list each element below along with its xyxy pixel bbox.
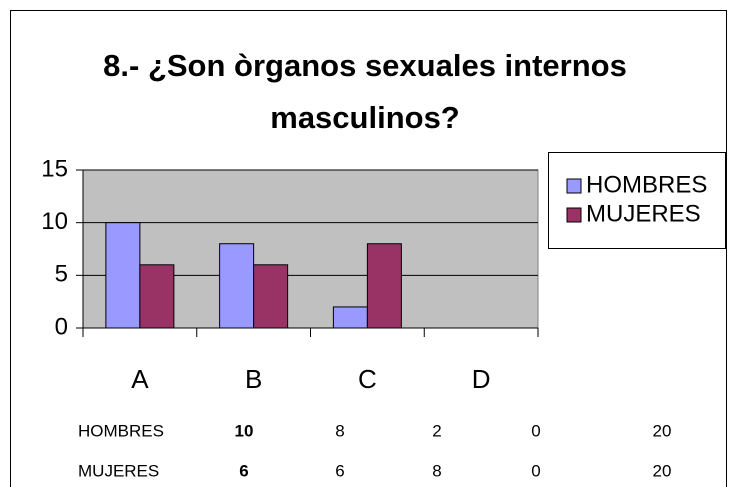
bar	[139, 264, 175, 329]
table-cell: 8	[432, 461, 441, 480]
y-tick-label: 10	[41, 208, 68, 235]
y-tick-label: 15	[41, 155, 68, 182]
table-cell: 0	[531, 421, 540, 440]
y-tick-label: 5	[55, 261, 68, 288]
legend-swatch	[566, 178, 582, 194]
table-cell: 0	[531, 461, 540, 480]
x-tick-label: B	[245, 364, 262, 394]
table-cell: 2	[432, 421, 441, 440]
table-cell: HOMBRES	[78, 421, 164, 440]
x-tick-label: A	[131, 364, 149, 394]
chart-border	[10, 10, 727, 487]
table-cell: 10	[235, 421, 254, 440]
table-cell: 6	[239, 461, 248, 480]
table-cell: 20	[653, 421, 672, 440]
legend-swatch	[566, 207, 582, 223]
chart-title: 8.- ¿Son òrganos sexuales internos mascu…	[103, 48, 627, 135]
legend-label: MUJERES	[586, 200, 701, 227]
bar	[253, 264, 289, 329]
y-tick-label: 0	[55, 313, 68, 340]
legend-label: HOMBRES	[586, 171, 707, 198]
table-cell: 8	[335, 421, 344, 440]
table-cell: 20	[653, 461, 672, 480]
bar	[366, 243, 402, 329]
bar	[219, 243, 255, 329]
table-cell: 6	[335, 461, 344, 480]
bar	[332, 306, 368, 329]
x-tick-label: C	[358, 364, 377, 394]
legend-box	[548, 152, 726, 249]
table-cell: MUJERES	[78, 461, 159, 480]
x-tick-label: D	[472, 364, 491, 394]
bar	[105, 222, 141, 329]
